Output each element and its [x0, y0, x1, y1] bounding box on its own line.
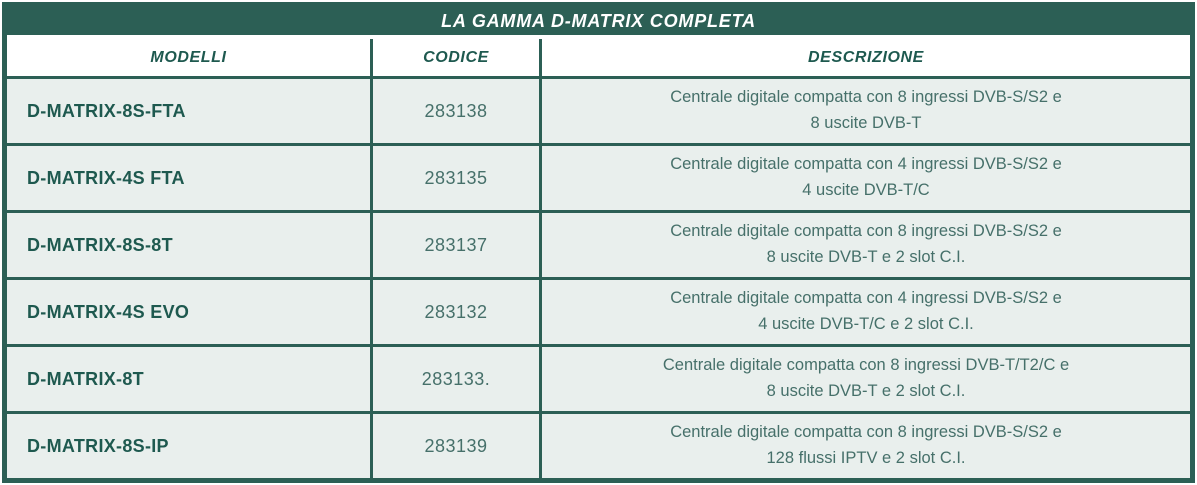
code-cell: 283138	[373, 79, 539, 143]
description-cell: Centrale digitale compatta con 8 ingress…	[542, 213, 1190, 277]
model-cell: D-MATRIX-4S EVO	[7, 280, 370, 344]
description-cell: Centrale digitale compatta con 4 ingress…	[542, 280, 1190, 344]
description-cell: Centrale digitale compatta con 8 ingress…	[542, 79, 1190, 143]
column-header-modelli: MODELLI	[7, 39, 370, 76]
description-cell: Centrale digitale compatta con 8 ingress…	[542, 414, 1190, 478]
description-cell: Centrale digitale compatta con 8 ingress…	[542, 347, 1190, 411]
description-cell: Centrale digitale compatta con 4 ingress…	[542, 146, 1190, 210]
code-cell: 283139	[373, 414, 539, 478]
model-cell: D-MATRIX-4S FTA	[7, 146, 370, 210]
column-header-descrizione: DESCRIZIONE	[542, 39, 1190, 76]
model-cell: D-MATRIX-8S-8T	[7, 213, 370, 277]
description-line: 4 uscite DVB-T/C e 2 slot C.I.	[758, 315, 974, 333]
description-line: Centrale digitale compatta con 8 ingress…	[662, 356, 1070, 375]
code-cell: 283135	[373, 146, 539, 210]
table-title: LA GAMMA D-MATRIX COMPLETA	[7, 7, 1190, 39]
description-line: 8 uscite DVB-T	[810, 114, 922, 132]
model-cell: D-MATRIX-8S-IP	[7, 414, 370, 478]
description-line: 8 uscite DVB-T e 2 slot C.I.	[766, 248, 966, 266]
model-cell: D-MATRIX-8T	[7, 347, 370, 411]
description-line: Centrale digitale compatta con 8 ingress…	[670, 88, 1062, 107]
description-line: Centrale digitale compatta con 4 ingress…	[670, 289, 1062, 308]
description-line: Centrale digitale compatta con 4 ingress…	[670, 155, 1062, 174]
code-cell: 283132	[373, 280, 539, 344]
code-cell: 283133.	[373, 347, 539, 411]
description-line: 8 uscite DVB-T e 2 slot C.I.	[766, 382, 966, 400]
description-line: 128 flussi IPTV e 2 slot C.I.	[766, 449, 966, 467]
code-cell: 283137	[373, 213, 539, 277]
table-grid: MODELLI CODICE DESCRIZIONE D-MATRIX-8S-F…	[7, 39, 1190, 478]
description-line: Centrale digitale compatta con 8 ingress…	[670, 222, 1062, 241]
column-header-codice: CODICE	[373, 39, 539, 76]
model-cell: D-MATRIX-8S-FTA	[7, 79, 370, 143]
description-line: 4 uscite DVB-T/C	[802, 181, 930, 199]
description-line: Centrale digitale compatta con 8 ingress…	[670, 423, 1062, 442]
